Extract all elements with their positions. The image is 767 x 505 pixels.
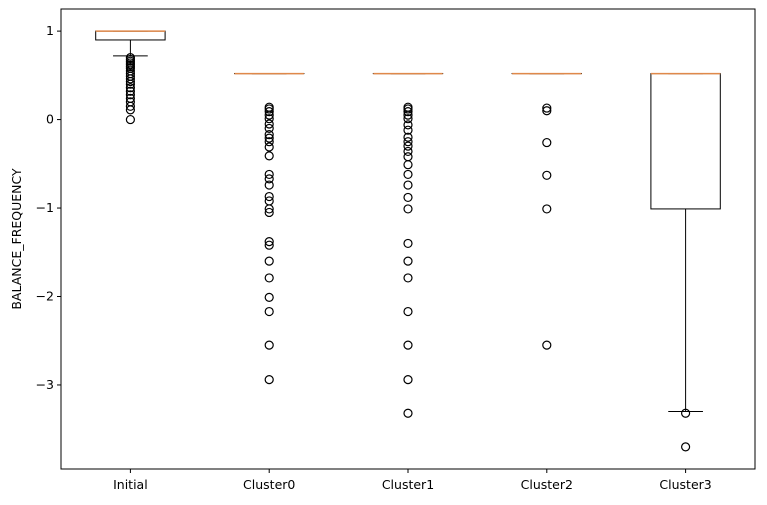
y-tick-label: 1 bbox=[46, 23, 54, 38]
flier-point bbox=[264, 110, 274, 120]
box-group-initial bbox=[95, 30, 166, 125]
flier-point bbox=[403, 408, 413, 418]
flier-point bbox=[403, 120, 413, 130]
box-group-cluster3 bbox=[650, 72, 721, 452]
flier-point bbox=[264, 340, 274, 350]
flier-point bbox=[403, 256, 413, 266]
flier-point bbox=[125, 79, 135, 89]
flier-point bbox=[403, 238, 413, 249]
flier-point bbox=[125, 74, 135, 84]
flier-point bbox=[264, 114, 274, 124]
flier-point bbox=[264, 123, 274, 134]
box-group-cluster0 bbox=[234, 72, 305, 385]
flier-point bbox=[264, 237, 274, 247]
flier-point bbox=[403, 137, 413, 147]
y-axis-label: BALANCE_FREQUENCY bbox=[9, 168, 24, 310]
flier-point bbox=[403, 110, 413, 120]
x-axis: Initial Cluster0 Cluster1 Cluster2 Cluster3 bbox=[113, 469, 712, 492]
flier-point bbox=[403, 306, 413, 317]
y-tick-label: 0 bbox=[46, 112, 54, 127]
flier-point bbox=[264, 133, 274, 143]
box-group-cluster2 bbox=[511, 72, 582, 350]
flier-point bbox=[125, 114, 135, 125]
x-tick-label: Cluster3 bbox=[659, 477, 711, 492]
flier-point bbox=[542, 103, 552, 113]
flier-point bbox=[403, 273, 413, 283]
x-tick-label: Initial bbox=[113, 477, 148, 492]
flier-point bbox=[264, 204, 274, 214]
x-tick-label: Cluster0 bbox=[243, 477, 295, 492]
flier-point bbox=[264, 169, 274, 180]
flier-point bbox=[542, 137, 552, 148]
flier-point bbox=[264, 273, 274, 283]
flier-point bbox=[403, 104, 413, 114]
flier-point bbox=[125, 90, 135, 100]
flier-point bbox=[264, 130, 274, 140]
flier-point bbox=[264, 104, 274, 114]
y-tick-label: −1 bbox=[36, 200, 54, 215]
flier-point bbox=[403, 192, 413, 203]
flier-point bbox=[264, 151, 274, 161]
flier-point bbox=[542, 204, 552, 214]
flier-point bbox=[125, 105, 135, 115]
flier-point bbox=[403, 125, 413, 135]
flier-point bbox=[264, 375, 274, 385]
flier-point bbox=[264, 174, 274, 184]
flier-point bbox=[403, 107, 413, 117]
flier-point bbox=[264, 107, 274, 117]
flier-point bbox=[403, 169, 413, 180]
flier-point bbox=[542, 106, 552, 116]
flier-point bbox=[264, 207, 274, 218]
flier-point bbox=[403, 146, 413, 157]
y-axis: 1 0 −1 −2 −3 bbox=[36, 23, 61, 392]
flier-point bbox=[403, 375, 413, 385]
flier-point bbox=[264, 306, 274, 317]
flier-point bbox=[264, 137, 274, 147]
flier-point bbox=[264, 256, 274, 266]
flier-point bbox=[403, 160, 413, 170]
flier-point bbox=[264, 180, 274, 190]
flier-point bbox=[403, 132, 413, 142]
boxes-layer bbox=[95, 30, 721, 452]
y-tick-label: −3 bbox=[36, 377, 54, 392]
flier-point bbox=[264, 191, 274, 202]
flier-point bbox=[125, 83, 135, 93]
flier-point bbox=[403, 340, 413, 350]
box-group-cluster1 bbox=[372, 72, 444, 418]
flier-point bbox=[403, 114, 413, 124]
flier-point bbox=[264, 142, 274, 152]
flier-point bbox=[680, 408, 691, 418]
flier-point bbox=[125, 76, 135, 87]
x-tick-label: Cluster2 bbox=[521, 477, 573, 492]
flier-point bbox=[264, 292, 274, 302]
flier-point bbox=[264, 240, 274, 250]
flier-point bbox=[542, 340, 552, 350]
flier-point bbox=[403, 180, 413, 190]
flier-point bbox=[542, 170, 552, 180]
flier-point bbox=[680, 442, 691, 452]
flier-point bbox=[264, 119, 274, 129]
y-tick-label: −2 bbox=[36, 289, 54, 304]
x-tick-label: Cluster1 bbox=[382, 477, 434, 492]
flier-point bbox=[403, 204, 413, 214]
flier-point bbox=[125, 86, 135, 96]
flier-point bbox=[403, 141, 413, 151]
flier-point bbox=[125, 101, 135, 111]
